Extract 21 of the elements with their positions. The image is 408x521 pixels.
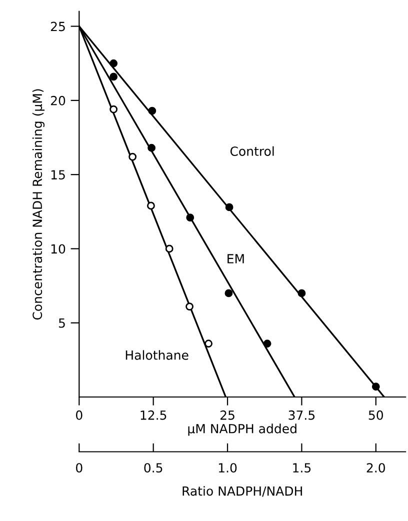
x2-tick-label: 0.5 — [144, 463, 162, 473]
x-tick-label: 12.5 — [140, 410, 166, 420]
y-tick-label: 25 — [50, 22, 65, 32]
x2-tick-label: 1.0 — [218, 463, 237, 473]
text: Control — [230, 146, 274, 156]
x2-tick-label: 0 — [76, 463, 82, 473]
y-tick-label: 15 — [51, 170, 65, 180]
y-tick-label: 10 — [51, 244, 66, 254]
y-tick-label: 5 — [58, 318, 65, 328]
y-tick-label: 20 — [50, 96, 66, 106]
x-tick-label: 50 — [368, 410, 383, 420]
x-tick-label: 37.5 — [288, 410, 315, 420]
x-tick-label: 0 — [76, 410, 82, 420]
y-axis-title: Concentration NADH Remaining (μM) — [32, 89, 44, 320]
x2-axis-title: Ratio NADPH/NADH — [182, 486, 302, 497]
x2-tick-label: 1.5 — [293, 463, 311, 473]
series-label: EM — [228, 254, 244, 264]
series-label: Halothane — [126, 350, 188, 360]
x2-tick-label: 2.0 — [366, 463, 385, 473]
x-tick-label: 25 — [220, 410, 234, 420]
x-axis-title: μM NADPH added — [188, 424, 296, 436]
